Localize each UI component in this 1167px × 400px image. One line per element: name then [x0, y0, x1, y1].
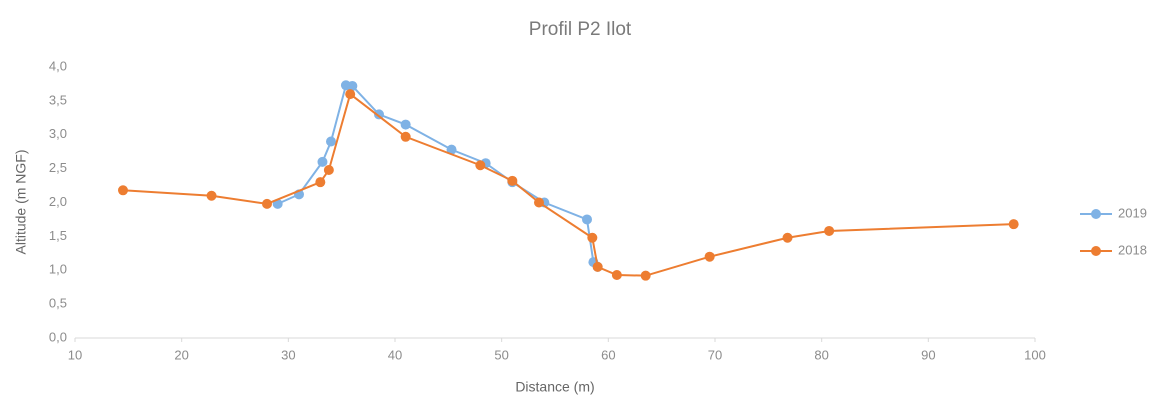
- y-tick-label: 4,0: [49, 58, 67, 73]
- data-point: [1008, 219, 1019, 230]
- x-tick-label: 50: [494, 347, 508, 362]
- y-tick-label: 1,0: [49, 262, 67, 277]
- legend-label: 2018: [1118, 242, 1147, 257]
- data-point: [782, 232, 793, 243]
- y-tick-label: 3,5: [49, 92, 67, 107]
- x-tick-label: 30: [281, 347, 295, 362]
- data-point: [206, 190, 217, 201]
- data-point: [118, 185, 128, 196]
- data-point: [611, 269, 622, 280]
- data-point: [592, 261, 603, 272]
- x-tick-label: 90: [921, 347, 935, 362]
- data-point: [475, 160, 486, 171]
- series-line: [122, 92, 1014, 277]
- y-tick-label: 2,5: [49, 160, 67, 175]
- data-point: [824, 225, 835, 236]
- data-point: [400, 119, 411, 130]
- x-tick-label: 100: [1024, 347, 1046, 362]
- x-tick-label: 80: [814, 347, 828, 362]
- data-point: [323, 164, 334, 175]
- data-point: [347, 80, 358, 91]
- data-point: [345, 89, 356, 100]
- data-point: [534, 197, 544, 208]
- x-tick-label: 10: [68, 347, 82, 362]
- x-tick-label: 20: [174, 347, 188, 362]
- data-point: [315, 177, 326, 188]
- x-axis-label: Distance (m): [515, 379, 594, 395]
- x-tick-label: 60: [601, 347, 615, 362]
- chart-title: Profil P2 Ilot: [529, 19, 632, 40]
- data-point: [262, 198, 272, 209]
- data-point: [640, 270, 651, 281]
- data-point: [587, 232, 598, 243]
- y-tick-label: 3,0: [49, 126, 67, 141]
- data-point: [507, 175, 518, 186]
- x-tick-label: 70: [708, 347, 722, 362]
- legend-marker: [1091, 246, 1101, 256]
- data-point: [317, 156, 328, 167]
- y-tick-label: 2,0: [49, 194, 67, 209]
- y-tick-label: 1,5: [49, 228, 67, 243]
- data-point: [704, 251, 715, 262]
- y-tick-label: 0,0: [49, 329, 67, 344]
- data-point: [446, 144, 457, 155]
- data-point: [582, 214, 592, 225]
- x-tick-label: 40: [388, 347, 402, 362]
- y-axis-label: Altitude (m NGF): [13, 149, 29, 254]
- y-tick-label: 0,5: [49, 296, 67, 311]
- legend-label: 2019: [1118, 205, 1147, 220]
- legend-marker: [1091, 209, 1101, 219]
- data-point: [326, 136, 336, 147]
- data-point: [400, 131, 411, 142]
